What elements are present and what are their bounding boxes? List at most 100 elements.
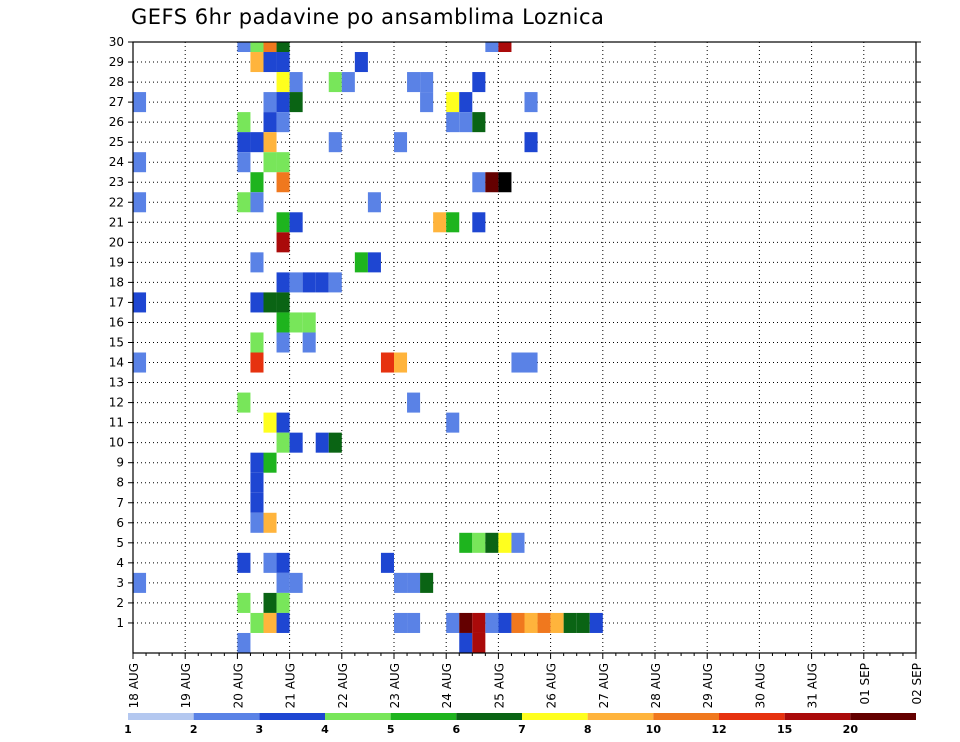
y-tick-label: 5	[116, 536, 124, 550]
precip-cell	[276, 42, 290, 53]
colorbar-label: 20	[843, 723, 859, 736]
precip-cell	[394, 352, 408, 373]
precip-cell	[237, 132, 251, 153]
precip-cell	[250, 42, 264, 53]
precip-cell	[263, 132, 277, 153]
y-tick-label: 15	[109, 335, 124, 349]
precip-cell	[550, 612, 564, 633]
precip-cell	[263, 512, 277, 533]
colorbar-segment	[587, 713, 654, 720]
y-tick-label: 16	[109, 315, 124, 329]
precip-cell	[498, 532, 512, 553]
x-tick-label: 19 AUG	[179, 663, 193, 708]
precip-cell	[354, 52, 368, 73]
colorbar-segment	[193, 713, 260, 720]
precip-cell	[263, 292, 277, 313]
precip-cell	[276, 72, 290, 93]
y-tick-label: 27	[109, 95, 124, 109]
y-tick-label: 9	[116, 456, 124, 470]
precip-cell	[237, 152, 251, 173]
precip-cell	[276, 272, 290, 293]
precip-cell	[133, 352, 147, 373]
precip-cell	[576, 612, 590, 633]
precip-cell	[263, 92, 277, 113]
precip-cell	[250, 492, 264, 513]
precip-cell	[276, 612, 290, 633]
precip-cell	[276, 52, 290, 73]
y-tick-label: 30	[109, 35, 124, 49]
colorbar-segment	[522, 713, 588, 720]
precip-cell	[133, 192, 147, 213]
precip-cell	[250, 472, 264, 493]
precip-cell	[276, 172, 290, 193]
colorbar-label: 10	[646, 723, 662, 736]
precip-cell	[237, 592, 251, 613]
precip-cell	[433, 212, 447, 233]
precip-cell	[263, 592, 277, 613]
precip-cell	[289, 72, 303, 93]
chart-title: GEFS 6hr padavine po ansamblima Loznica	[131, 5, 605, 29]
y-tick-label: 8	[116, 476, 124, 490]
precip-cell	[380, 552, 394, 573]
y-tick-label: 23	[109, 175, 124, 189]
precip-cell	[263, 42, 277, 53]
precip-cell	[420, 92, 434, 113]
precip-cell	[524, 352, 538, 373]
y-tick-label: 22	[109, 195, 124, 209]
x-tick-label: 20 AUG	[231, 663, 245, 708]
x-tick-label: 31 AUG	[806, 663, 820, 708]
x-tick-label: 27 AUG	[597, 663, 611, 708]
precip-cell	[420, 72, 434, 93]
precip-cell	[472, 532, 486, 553]
y-tick-label: 24	[109, 155, 124, 169]
precip-cell	[276, 92, 290, 113]
precip-cell	[394, 612, 408, 633]
y-tick-label: 1	[116, 616, 124, 630]
precip-cell	[367, 252, 381, 273]
colorbar-label: 5	[387, 723, 395, 736]
precip-cell	[354, 252, 368, 273]
precip-cell	[263, 552, 277, 573]
precip-cell	[263, 152, 277, 173]
precip-cell	[446, 412, 460, 433]
colorbar-label: 2	[190, 723, 198, 736]
y-tick-label: 29	[109, 55, 124, 69]
precip-cell	[250, 52, 264, 73]
x-tick-label: 22 AUG	[336, 663, 350, 708]
precip-cell	[472, 112, 486, 133]
colorbar-segment	[456, 713, 522, 720]
precip-cell	[250, 172, 264, 193]
precip-cell	[302, 312, 316, 333]
colorbar-label: 7	[518, 723, 526, 736]
precip-cell	[302, 332, 316, 353]
precip-cell	[472, 632, 486, 653]
precip-cell	[472, 212, 486, 233]
precip-cell	[237, 42, 251, 53]
precip-cell	[315, 272, 329, 293]
colorbar-segment	[325, 713, 391, 720]
precip-cell	[498, 42, 512, 53]
precip-cell	[276, 412, 290, 433]
y-tick-label: 26	[109, 115, 124, 129]
precip-cell	[289, 572, 303, 593]
x-tick-label: 23 AUG	[388, 663, 402, 708]
y-tick-label: 10	[109, 436, 124, 450]
precip-cell	[407, 612, 421, 633]
precip-cell	[133, 152, 147, 173]
colorbar-label: 6	[453, 723, 461, 736]
precip-cell	[459, 92, 473, 113]
precip-cell	[237, 192, 251, 213]
precip-cell	[263, 452, 277, 473]
precip-cell	[250, 132, 264, 153]
y-tick-label: 19	[109, 255, 124, 269]
y-tick-label: 28	[109, 75, 124, 89]
precip-cell	[459, 532, 473, 553]
precip-cell	[289, 432, 303, 453]
precip-cell	[407, 392, 421, 413]
precip-cell	[276, 232, 290, 253]
precip-cell	[276, 212, 290, 233]
x-tick-label: 30 AUG	[753, 663, 767, 708]
precip-cell	[459, 612, 473, 633]
precip-cell	[250, 612, 264, 633]
precip-cell	[250, 452, 264, 473]
